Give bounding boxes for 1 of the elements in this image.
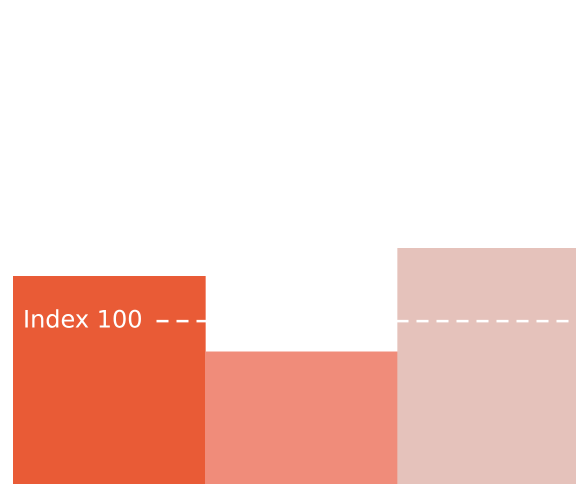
ref-line-label: Index 100 [23, 305, 143, 334]
